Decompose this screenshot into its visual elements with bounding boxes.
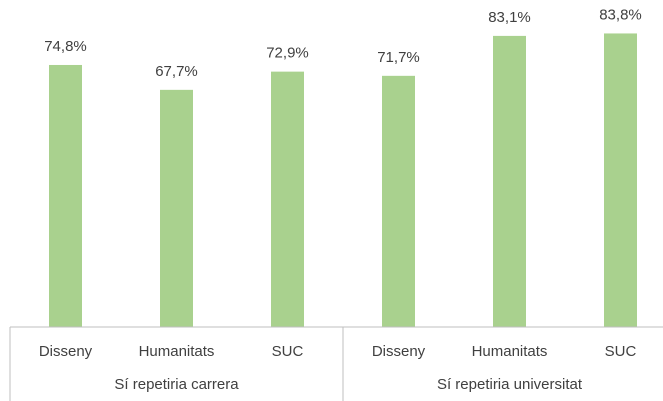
bar <box>160 89 193 328</box>
x-tick-label: Humanitats <box>472 343 548 360</box>
data-label: 83,8% <box>599 6 642 23</box>
x-tick-label: SUC <box>272 343 304 360</box>
data-label: 67,7% <box>155 63 198 80</box>
data-label: 72,9% <box>266 45 309 62</box>
group-label: Sí repetiria universitat <box>437 376 583 393</box>
bar <box>271 71 304 327</box>
bar <box>382 75 415 327</box>
x-tick-label: Disseny <box>39 343 93 360</box>
data-label: 83,1% <box>488 9 531 26</box>
bar <box>604 33 637 327</box>
bar <box>493 35 526 328</box>
x-tick-label: SUC <box>605 343 637 360</box>
x-tick-label: Humanitats <box>139 343 215 360</box>
data-label: 71,7% <box>377 49 420 66</box>
x-tick-label: Disseny <box>372 343 426 360</box>
bar <box>49 64 82 328</box>
data-label: 74,8% <box>44 38 87 55</box>
group-label: Sí repetiria carrera <box>114 376 239 393</box>
